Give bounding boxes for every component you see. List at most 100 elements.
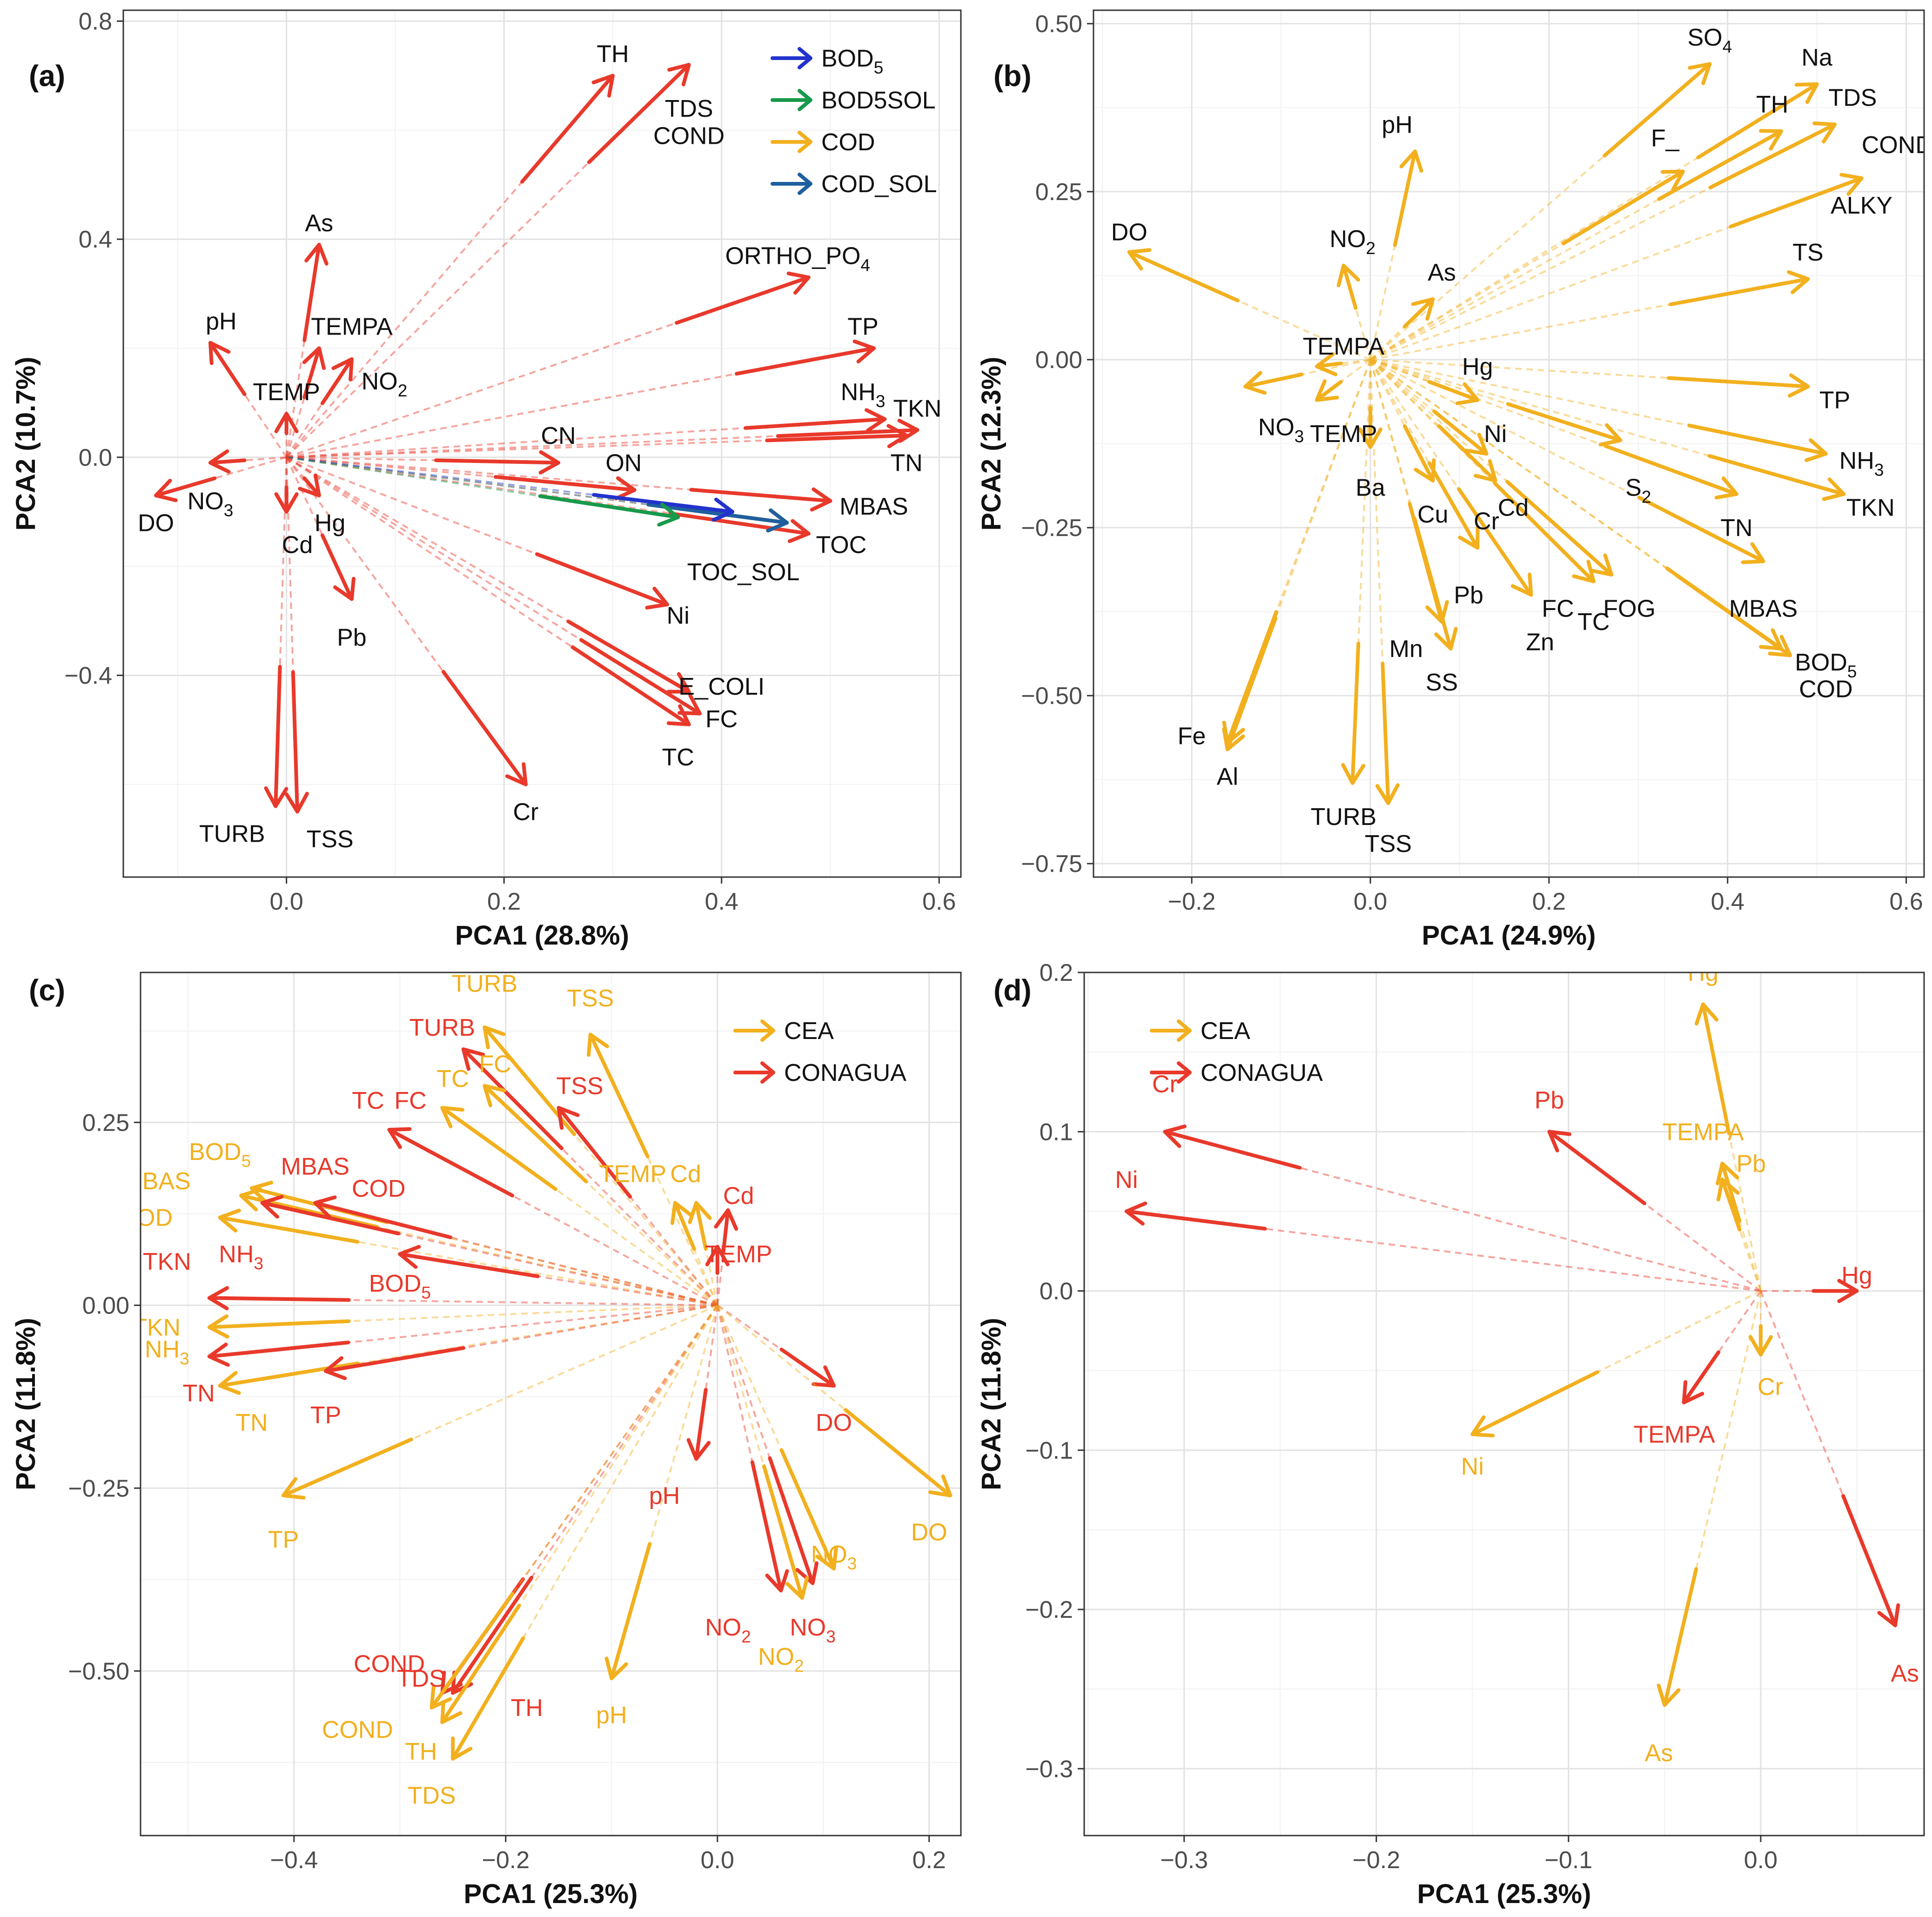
arrow-head	[218, 1371, 241, 1395]
arrow-shaft	[779, 1347, 836, 1388]
arrow-head	[1375, 783, 1400, 805]
loading-arrow	[284, 457, 309, 814]
loading-arrow	[286, 456, 528, 786]
arrow-dashed-stem	[1369, 359, 1677, 576]
arrow-dashed-stem	[573, 1133, 718, 1306]
variable-label: Cr	[1474, 508, 1499, 535]
y-axis-label: PCA2 (10.7%)	[11, 357, 41, 531]
variable-label: TH	[597, 41, 629, 68]
loading-arrow	[264, 457, 288, 808]
arrow-shaft	[1667, 376, 1810, 389]
loading-arrow	[286, 456, 789, 533]
arrow-head	[387, 1127, 412, 1149]
y-tick-label: −0.25	[68, 1475, 129, 1502]
arrow-shaft	[494, 475, 637, 492]
variable-label-text: TSS	[567, 985, 614, 1012]
variable-label-text: TDS	[1828, 85, 1877, 112]
loading-arrow	[1369, 297, 1435, 361]
variable-label: NO2	[758, 1643, 804, 1676]
arrow-head	[1336, 263, 1360, 288]
variable-label-subscript: 3	[1295, 427, 1304, 446]
variable-label: TEMPA	[1303, 333, 1385, 360]
loading-arrow	[1222, 359, 1371, 751]
arrow-shaft	[1657, 129, 1783, 201]
panel-d: −0.3 −0.2 −0.1 0.0 −0.3 −0.2 −0.1 0.0 0.1 0.2 PCA1…	[976, 959, 1925, 1909]
variable-label: COD	[119, 1205, 173, 1232]
arrow-shaft	[274, 664, 282, 808]
variable-label-text: COD	[352, 1175, 406, 1202]
loading-arrow	[1682, 1290, 1762, 1405]
arrow-dashed-stem	[716, 1305, 753, 1462]
variable-label: NH3	[219, 1241, 263, 1273]
arrow-head	[1714, 476, 1738, 500]
arrow-dashed-stem	[285, 340, 306, 458]
variable-label-subscript: 4	[860, 255, 870, 275]
variable-label-text: Hg	[1841, 1262, 1872, 1289]
arrow-dashed-stem	[693, 1248, 718, 1306]
variable-label: Al	[1217, 763, 1238, 790]
arrow-head	[591, 74, 615, 98]
arrow-head	[667, 63, 691, 87]
variable-label: Ni	[1484, 421, 1507, 448]
loading-arrow	[398, 1245, 718, 1307]
plot-area: Hg Cr Pb Ni TEMPA Pb Hg Cr TEMPA Ni As As	[1115, 972, 1919, 1767]
variable-label-text: TKN	[893, 395, 941, 422]
legend-entry: CONAGUA	[1150, 1059, 1323, 1086]
variable-label: NO2	[1329, 226, 1375, 258]
y-tick-label: −0.75	[1021, 851, 1082, 878]
variable-label-subscript: 3	[1874, 461, 1884, 480]
variable-label: NO3	[811, 1541, 857, 1573]
variable-label-subscript: 2	[1366, 239, 1375, 258]
arrow-shaft	[1492, 481, 1596, 583]
variable-label-text: DO	[816, 1409, 852, 1436]
variable-label: Ba	[1355, 474, 1385, 501]
arrow-shaft	[1682, 1350, 1721, 1405]
x-tick-label: 0.6	[922, 888, 956, 915]
arrow-shaft	[735, 346, 876, 376]
legend-entry: BOD5	[771, 45, 883, 77]
arrow-head	[604, 1656, 628, 1681]
arrow-dashed-stem	[286, 439, 767, 458]
arrow-shaft	[1708, 122, 1837, 190]
variable-label-text: TP	[268, 1526, 299, 1553]
arrow-head	[766, 508, 789, 533]
loading-arrow	[1370, 121, 1837, 361]
arrow-head	[1124, 1201, 1147, 1226]
variable-label: TDS	[665, 95, 713, 122]
variable-label: Pb	[337, 624, 367, 651]
loading-arrow	[286, 456, 680, 527]
variable-label: TEMP	[599, 1160, 666, 1187]
variable-label-text: FC	[1542, 595, 1574, 622]
loading-arrow	[483, 1084, 718, 1306]
arrow-shaft	[1669, 277, 1810, 307]
legend-label-text: BOD5SOL	[821, 87, 936, 114]
variable-label-text: TEMP	[253, 379, 320, 406]
variable-label: COND	[354, 1651, 425, 1678]
legend-label-text: COD	[821, 129, 875, 156]
loading-arrow	[286, 456, 811, 543]
arrow-head	[645, 586, 669, 610]
loading-arrow	[387, 1127, 718, 1307]
variable-label-text: NO	[362, 368, 398, 395]
variable-label: Cr	[1758, 1374, 1783, 1401]
loading-arrow	[286, 408, 887, 458]
loading-arrow	[716, 1305, 789, 1593]
x-tick-label: 0.2	[912, 1847, 946, 1874]
loading-arrow	[717, 1304, 836, 1388]
arrow-head	[678, 693, 702, 716]
arrow-head	[304, 242, 329, 266]
arrow-dashed-stem	[357, 1240, 718, 1307]
loading-arrow	[286, 456, 637, 501]
variable-label-text: TEMP	[599, 1160, 666, 1187]
arrow-shaft	[535, 552, 669, 607]
variable-label-text: Cr	[1474, 508, 1499, 535]
loading-arrow	[1243, 359, 1371, 395]
arrow-dashed-stem	[1370, 226, 1731, 361]
arrow-shaft	[434, 458, 561, 465]
variable-label-text: As	[1428, 259, 1456, 286]
arrow-shaft	[750, 1460, 783, 1593]
legend-entry: COD_SOL	[771, 171, 937, 198]
loading-arrow	[1370, 359, 1828, 462]
variable-label-text: Fe	[1178, 723, 1206, 750]
variable-label: NO2	[705, 1614, 751, 1646]
